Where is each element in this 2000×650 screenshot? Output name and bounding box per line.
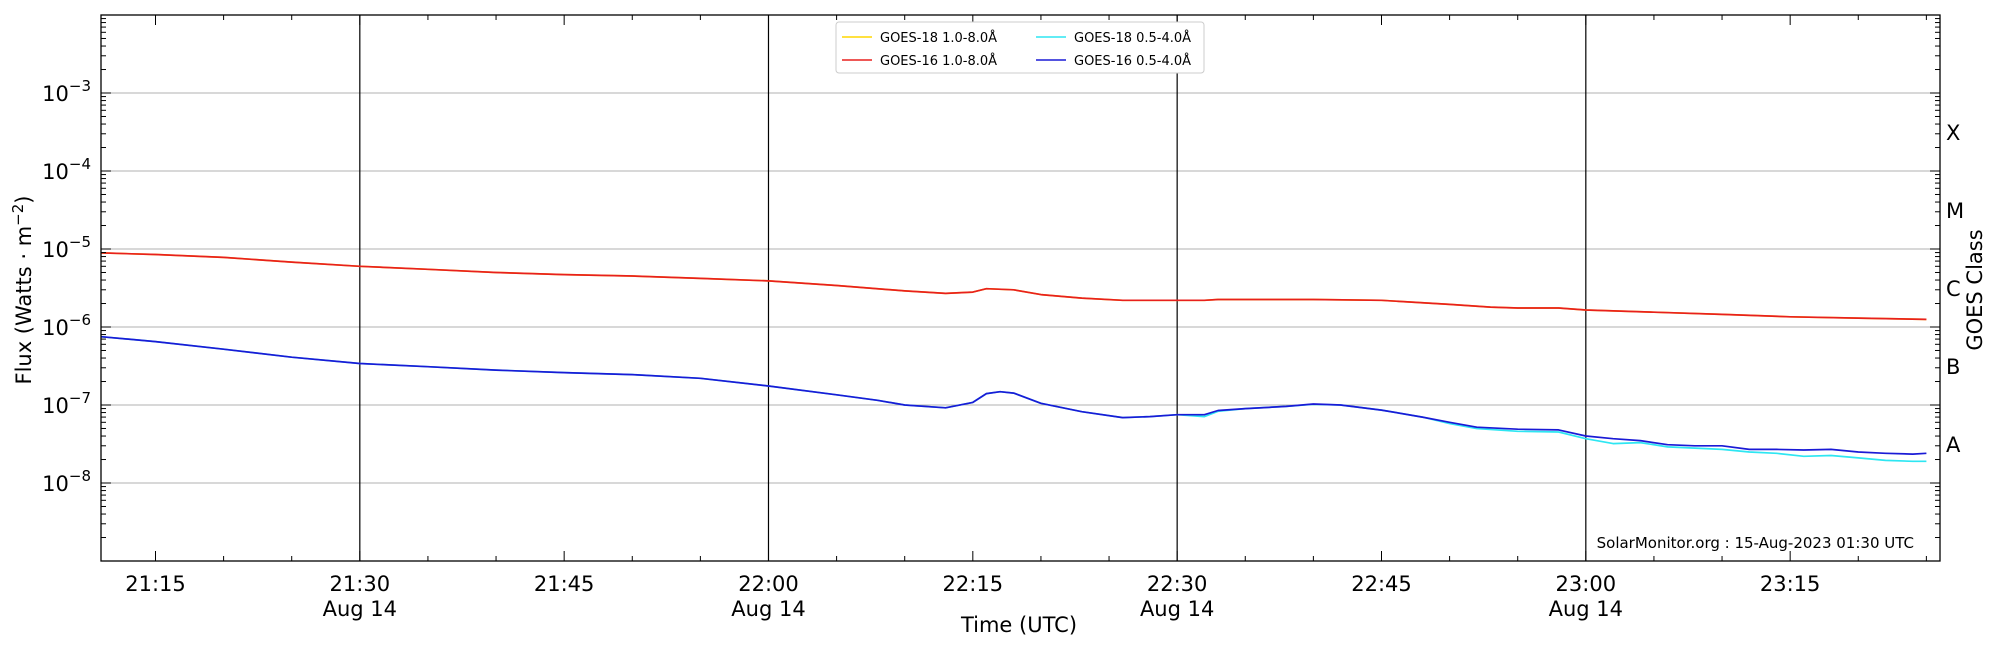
goes-class-label: X bbox=[1946, 121, 1960, 145]
series-layer bbox=[100, 252, 1927, 463]
x-tick-date-label: Aug 14 bbox=[1140, 597, 1214, 621]
y-tick-label: 10−7 bbox=[42, 389, 91, 418]
y-tick-base: 10 bbox=[42, 472, 69, 496]
plot-frame bbox=[100, 14, 1941, 562]
y-tick-base: 10 bbox=[42, 82, 69, 106]
y-tick-base: 10 bbox=[42, 394, 69, 418]
y-axis-title: Flux (Watts · m−2) bbox=[9, 195, 36, 384]
y-axis-title-main: Flux (Watts · m bbox=[12, 226, 36, 385]
x-tick-label: 22:45 bbox=[1351, 572, 1412, 596]
y-tick-label: 10−6 bbox=[42, 311, 91, 340]
goes-class-label: A bbox=[1946, 433, 1961, 457]
x-tick-label: 22:15 bbox=[943, 572, 1004, 596]
x-tick-label: 23:00 bbox=[1556, 572, 1617, 596]
tick-layer bbox=[101, 15, 1940, 562]
y-tick-exponent: −5 bbox=[69, 233, 91, 251]
source-annotation: SolarMonitor.org : 15-Aug-2023 01:30 UTC bbox=[1597, 534, 1914, 552]
legend-label-goes16-short: GOES-16 0.5-4.0Å bbox=[1074, 53, 1191, 69]
y-tick-base: 10 bbox=[42, 160, 69, 184]
y-axis-title-close: ) bbox=[12, 195, 36, 203]
legend: GOES-18 1.0-8.0Å GOES-16 1.0-8.0Å GOES-1… bbox=[835, 21, 1205, 74]
x-tick-label: 22:30 bbox=[1147, 572, 1208, 596]
x-tick-label: 21:30 bbox=[330, 572, 391, 596]
y-tick-exponent: −7 bbox=[69, 389, 91, 407]
y-tick-label: 10−8 bbox=[42, 467, 91, 496]
vertical-date-lines bbox=[359, 15, 1587, 561]
y-tick-base: 10 bbox=[42, 238, 69, 262]
y-axis-title-exponent: −2 bbox=[9, 204, 27, 226]
legend-box bbox=[835, 21, 1205, 74]
y-tick-exponent: −3 bbox=[69, 77, 91, 95]
x-tick-date-label: Aug 14 bbox=[731, 597, 805, 621]
x-tick-date-label: Aug 14 bbox=[323, 597, 397, 621]
x-tick-label: 21:45 bbox=[534, 572, 595, 596]
y-tick-exponent: −4 bbox=[69, 155, 91, 173]
y-tick-label: 10−5 bbox=[42, 233, 91, 262]
y-tick-label: 10−3 bbox=[42, 77, 91, 106]
y-tick-exponent: −8 bbox=[69, 467, 91, 485]
x-tick-label: 21:15 bbox=[125, 572, 186, 596]
goes-class-label: M bbox=[1946, 199, 1964, 223]
series-goes16-short bbox=[100, 335, 1927, 455]
y-tick-exponent: −6 bbox=[69, 311, 91, 329]
right-axis-title: GOES Class bbox=[1963, 229, 1987, 350]
goes-class-label: C bbox=[1946, 277, 1961, 301]
x-tick-label: 22:00 bbox=[738, 572, 799, 596]
legend-label-goes16-long: GOES-16 1.0-8.0Å bbox=[880, 53, 997, 69]
legend-label-goes18-long: GOES-18 1.0-8.0Å bbox=[880, 30, 997, 46]
x-tick-label: 23:15 bbox=[1760, 572, 1821, 596]
y-tick-base: 10 bbox=[42, 316, 69, 340]
y-tick-label: 10−4 bbox=[42, 155, 91, 184]
grid-layer bbox=[101, 92, 1940, 484]
x-axis-title: Time (UTC) bbox=[960, 613, 1077, 637]
goes-class-label: B bbox=[1946, 355, 1960, 379]
legend-label-goes18-short: GOES-18 0.5-4.0Å bbox=[1074, 30, 1191, 46]
series-goes16-long bbox=[100, 252, 1927, 321]
x-tick-date-label: Aug 14 bbox=[1549, 597, 1623, 621]
